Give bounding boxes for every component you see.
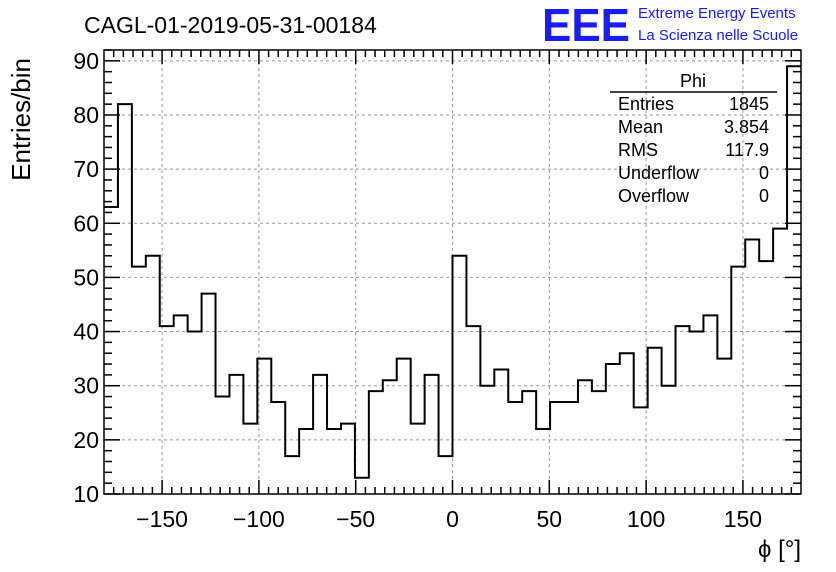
x-tick-label--100: −100 xyxy=(233,506,285,532)
eee-logo: EEE Extreme Energy Events La Scienza nel… xyxy=(542,0,798,51)
x-tick-labels: −150 −100 −50 0 50 100 150 xyxy=(136,506,762,532)
y-axis-label: Entries/bin xyxy=(6,58,36,181)
logo-line1: Extreme Energy Events xyxy=(638,5,796,22)
y-tick-labels: 10 20 30 40 50 60 70 80 90 xyxy=(73,48,99,507)
y-tick-label-30: 30 xyxy=(73,373,99,399)
stats-value-underflow: 0 xyxy=(759,163,769,183)
stats-title: Phi xyxy=(680,71,706,91)
y-tick-label-20: 20 xyxy=(73,427,99,453)
stats-value-overflow: 0 xyxy=(759,186,769,206)
x-tick-label-0: 0 xyxy=(446,506,459,532)
stats-value-rms: 117.9 xyxy=(725,140,769,160)
stats-label-mean: Mean xyxy=(618,117,663,137)
stats-label-overflow: Overflow xyxy=(618,186,690,206)
y-tick-label-10: 10 xyxy=(73,481,99,507)
x-tick-label-100: 100 xyxy=(627,506,665,532)
y-tick-label-50: 50 xyxy=(73,264,99,290)
y-tick-label-70: 70 xyxy=(73,156,99,182)
y-tick-label-90: 90 xyxy=(73,48,99,74)
stats-label-underflow: Underflow xyxy=(618,163,700,183)
x-tick-label--50: −50 xyxy=(336,506,375,532)
x-tick-label--150: −150 xyxy=(136,506,188,532)
chart-title: CAGL-01-2019-05-31-00184 xyxy=(84,12,377,38)
stats-label-rms: RMS xyxy=(618,140,658,160)
stats-box: Phi Entries 1845 Mean 3.854 RMS 117.9 Underflo… xyxy=(610,71,777,206)
histogram-outline xyxy=(104,65,801,479)
y-tick-label-80: 80 xyxy=(73,102,99,128)
stats-label-entries: Entries xyxy=(618,94,674,114)
y-tick-label-60: 60 xyxy=(73,210,99,236)
x-tick-label-150: 150 xyxy=(724,506,762,532)
stats-value-mean: 3.854 xyxy=(724,117,769,137)
y-tick-label-40: 40 xyxy=(73,319,99,345)
logo-line2: La Scienza nelle Scuole xyxy=(638,27,798,44)
x-axis-label: ϕ [°] xyxy=(758,536,801,563)
axis-ticks xyxy=(104,49,801,495)
logo-text: EEE xyxy=(542,0,630,51)
x-tick-label-50: 50 xyxy=(537,506,563,532)
stats-value-entries: 1845 xyxy=(729,94,769,114)
